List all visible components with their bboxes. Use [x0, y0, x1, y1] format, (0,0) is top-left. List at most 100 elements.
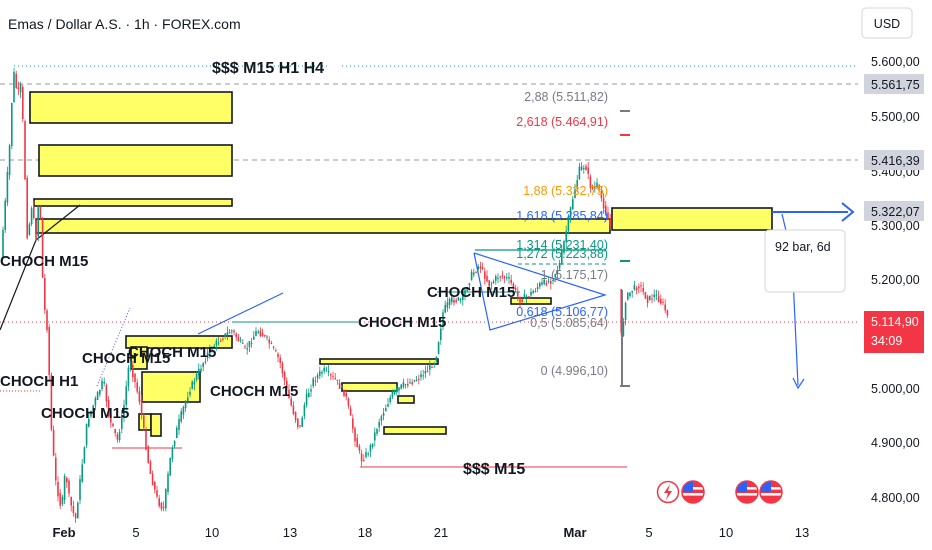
candle-body: [638, 286, 640, 289]
candle-body: [46, 310, 48, 331]
price-label-target: 5.322,07: [871, 205, 920, 219]
candle-body: [343, 389, 345, 397]
candle-body: [158, 498, 160, 506]
candle-body: [184, 401, 187, 408]
candle-body: [160, 503, 163, 509]
y-tick-4900: 4.900,00: [871, 436, 920, 450]
candle-body: [242, 342, 244, 344]
candle-body: [574, 189, 576, 198]
price-label-current: 5.114,90: [871, 315, 919, 329]
price-axis[interactable]: USD 5.600,00 5.500,00 5.400,00 5.300,00 …: [861, 7, 924, 505]
candle-body: [501, 275, 504, 277]
candle-body: [66, 478, 68, 483]
candle-body: [178, 418, 180, 430]
candle-body: [660, 299, 662, 304]
candle-body: [83, 447, 86, 464]
annotation-choch-center: CHOCH M15: [358, 314, 446, 331]
candle-body: [591, 185, 594, 189]
candle-body: [275, 350, 277, 352]
candle-body: [118, 431, 121, 440]
candle-body: [180, 411, 182, 422]
candle-body: [503, 276, 506, 279]
trend-line-blue: [197, 292, 284, 335]
x-tick-mar-13: 13: [795, 525, 809, 540]
price-label-mid-bg: [864, 150, 924, 170]
candle-body: [369, 445, 372, 452]
candle-body: [70, 497, 72, 506]
candle-body: [220, 340, 222, 342]
candle-body: [578, 166, 581, 180]
candle-body: [565, 231, 567, 242]
candle-body: [213, 346, 215, 348]
zones[interactable]: [29, 91, 773, 437]
candle-body: [8, 145, 11, 175]
candle-body: [338, 383, 341, 389]
candle-body: [193, 381, 196, 385]
candle-body: [479, 266, 482, 269]
price-label-mid: 5.416,39: [871, 154, 920, 168]
candle-body: [633, 285, 636, 290]
measure-callout[interactable]: 92 bar, 6d: [764, 229, 846, 293]
candle-body: [6, 172, 9, 203]
candle-body: [79, 479, 81, 500]
time-axis[interactable]: Feb 5 10 13 18 21 Mar 5 10 13: [52, 525, 809, 540]
candle-body: [545, 283, 548, 286]
candle-body: [662, 301, 664, 303]
candle-body: [250, 343, 253, 345]
candle-body: [209, 347, 211, 354]
candle-body: [433, 363, 435, 365]
candle-body: [140, 400, 143, 415]
candle-body: [85, 423, 88, 445]
candle-body: [409, 382, 411, 384]
candle-body: [336, 379, 339, 381]
x-tick-feb: Feb: [52, 525, 75, 540]
fib-label-1-314: 1,314 (5.231,40): [516, 238, 608, 252]
candle-body: [237, 336, 240, 342]
candle-body: [558, 262, 561, 269]
candle-body: [473, 272, 475, 275]
candle-body: [497, 277, 499, 279]
annotation-liquidity-bottom: $$$ M15: [463, 461, 525, 478]
supply-zone-3: [33, 198, 233, 207]
candle-body: [365, 452, 367, 457]
candle-body: [431, 367, 433, 368]
candle-body: [11, 103, 13, 146]
candle-body: [195, 374, 198, 380]
candle-body: [116, 434, 119, 440]
candle-body: [26, 178, 28, 239]
candle-body: [202, 363, 204, 367]
candle-body: [270, 343, 273, 344]
candle-body: [528, 296, 530, 298]
candle-body: [407, 384, 409, 386]
candle-body: [521, 299, 523, 302]
candle-body: [312, 378, 314, 386]
candle-body: [165, 489, 167, 509]
candle-body: [323, 367, 325, 372]
y-tick-5500: 5.500,00: [871, 110, 920, 124]
candle-body: [589, 176, 592, 189]
candle-body: [112, 423, 114, 427]
candle-body: [308, 392, 310, 397]
candle-body: [609, 219, 611, 226]
fib-label-0-5: 0,5 (5.085,64): [530, 316, 608, 330]
economic-events[interactable]: [656, 480, 783, 504]
candle-body: [277, 354, 279, 358]
candle-body: [411, 382, 413, 385]
y-tick-5600: 5.600,00: [871, 55, 920, 69]
candle-body: [393, 390, 396, 395]
candle-body: [103, 381, 105, 384]
candle-body: [455, 300, 457, 302]
candle-body: [281, 363, 284, 374]
y-tick-4800: 4.800,00: [871, 491, 920, 505]
candle-body: [587, 167, 589, 174]
candle-body: [299, 425, 301, 427]
candle-body: [523, 294, 526, 299]
candle-body: [35, 221, 37, 240]
annotation-choch-mid: CHOCH M15: [427, 284, 515, 301]
x-tick-mar-5: 5: [645, 525, 652, 540]
candle-body: [272, 346, 275, 348]
candle-body: [552, 279, 554, 281]
candle-body: [466, 288, 468, 291]
candle-body: [233, 330, 235, 333]
